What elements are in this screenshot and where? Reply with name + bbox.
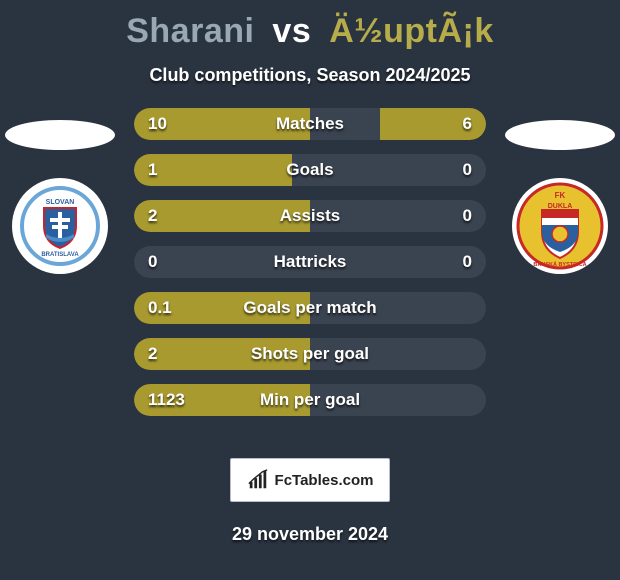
svg-text:FK: FK — [555, 191, 566, 200]
chart-icon — [247, 469, 269, 491]
stat-row: 0.1Goals per match — [134, 292, 486, 324]
player1-photo-placeholder — [5, 120, 115, 150]
stats-arena: SLOVAN BRATISLAVA FK DUKLA BANSKÁ BYSTRI… — [0, 108, 620, 448]
player1-side: SLOVAN BRATISLAVA — [0, 120, 120, 274]
stat-value-right: 0 — [463, 200, 472, 232]
stat-label: Shots per goal — [134, 338, 486, 370]
stat-label: Goals per match — [134, 292, 486, 324]
player1-name: Sharani — [126, 12, 254, 50]
comparison-date: 29 november 2024 — [0, 524, 620, 545]
stat-label: Min per goal — [134, 384, 486, 416]
svg-text:DUKLA: DUKLA — [548, 203, 573, 210]
stat-label: Hattricks — [134, 246, 486, 278]
player2-name: Ä½uptÃ¡k — [329, 12, 494, 50]
stat-value-right: 6 — [463, 108, 472, 140]
stat-row: 2Assists0 — [134, 200, 486, 232]
watermark-text: FcTables.com — [275, 472, 374, 489]
svg-text:SLOVAN: SLOVAN — [46, 199, 75, 206]
stat-row: 2Shots per goal — [134, 338, 486, 370]
vs-text: vs — [272, 12, 311, 50]
stat-label: Matches — [134, 108, 486, 140]
stat-row: 0Hattricks0 — [134, 246, 486, 278]
stat-value-right: 0 — [463, 154, 472, 186]
stat-label: Assists — [134, 200, 486, 232]
svg-text:BANSKÁ BYSTRICA: BANSKÁ BYSTRICA — [533, 261, 586, 268]
player1-club-crest: SLOVAN BRATISLAVA — [12, 178, 108, 274]
svg-text:BRATISLAVA: BRATISLAVA — [41, 252, 79, 258]
stat-bars: 10Matches61Goals02Assists00Hattricks00.1… — [134, 108, 486, 430]
player2-photo-placeholder — [505, 120, 615, 150]
stat-label: Goals — [134, 154, 486, 186]
player2-side: FK DUKLA BANSKÁ BYSTRICA — [500, 120, 620, 274]
stat-value-right: 0 — [463, 246, 472, 278]
player2-club-crest: FK DUKLA BANSKÁ BYSTRICA — [512, 178, 608, 274]
stat-row: 1Goals0 — [134, 154, 486, 186]
stat-row: 10Matches6 — [134, 108, 486, 140]
fctables-watermark: FcTables.com — [230, 458, 390, 502]
stat-row: 1123Min per goal — [134, 384, 486, 416]
comparison-title: Sharani vs Ä½uptÃ¡k — [0, 0, 620, 51]
season-subtitle: Club competitions, Season 2024/2025 — [0, 65, 620, 86]
